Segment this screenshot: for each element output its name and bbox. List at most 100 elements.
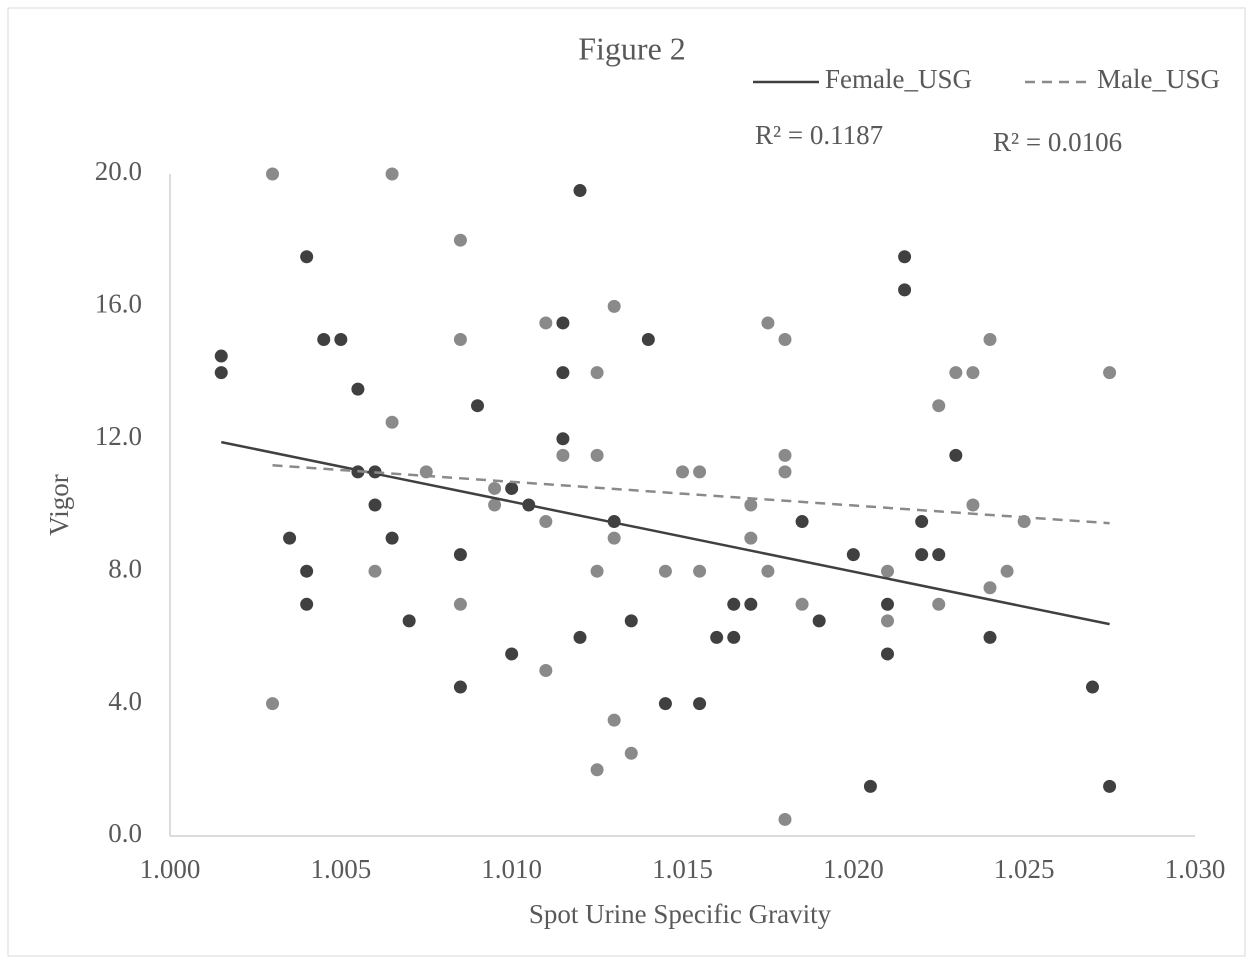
point [283, 531, 297, 545]
point [505, 481, 519, 495]
y-tick-label: 0.0 [108, 818, 142, 848]
point [812, 614, 826, 628]
point [658, 697, 672, 711]
point [1103, 366, 1117, 380]
point [556, 316, 570, 330]
r2-annotation: R² = 0.1187 [755, 120, 883, 150]
point [778, 448, 792, 462]
point [676, 465, 689, 479]
point [266, 167, 279, 181]
point [573, 630, 587, 644]
point [607, 713, 621, 727]
point [932, 399, 946, 413]
point [488, 498, 502, 512]
point [590, 448, 604, 462]
point [624, 746, 638, 760]
point [317, 333, 331, 346]
point [898, 250, 912, 264]
point [539, 515, 553, 529]
x-tick-label: 1.000 [140, 854, 201, 884]
y-tick-label: 16.0 [95, 289, 142, 319]
point [368, 498, 382, 512]
point [949, 366, 963, 380]
y-tick-label: 20.0 [95, 156, 142, 186]
point [966, 498, 980, 512]
point [983, 333, 997, 346]
point [915, 515, 929, 529]
point [539, 664, 553, 677]
point [590, 366, 604, 380]
point [658, 564, 672, 578]
trendline [272, 464, 1110, 525]
point [590, 564, 604, 578]
y-tick-label: 4.0 [108, 686, 142, 716]
x-tick-label: 1.030 [1165, 854, 1226, 884]
point [471, 399, 484, 413]
point [556, 448, 570, 462]
point [368, 564, 382, 578]
point [385, 415, 399, 429]
chart-title: Figure 2 [578, 30, 686, 66]
point [863, 779, 877, 793]
legend-label: Female_USG [825, 64, 972, 94]
point [488, 481, 502, 495]
point [300, 250, 314, 264]
point [556, 366, 570, 380]
point [949, 448, 963, 462]
y-axis-label: Vigor [44, 474, 74, 535]
point [453, 680, 467, 694]
point [693, 465, 707, 479]
point [453, 333, 467, 346]
r2-annotation: R² = 0.0106 [993, 127, 1122, 157]
point [881, 597, 894, 611]
point [881, 564, 894, 578]
point [932, 548, 946, 562]
point [761, 564, 775, 578]
point [898, 283, 912, 297]
x-tick-label: 1.025 [994, 854, 1055, 884]
point [453, 548, 467, 562]
point [351, 382, 365, 396]
point [300, 597, 314, 611]
point [556, 432, 570, 446]
point [727, 630, 741, 644]
x-tick-label: 1.010 [481, 854, 542, 884]
point [881, 647, 894, 661]
point [778, 333, 792, 346]
point [881, 614, 894, 628]
point [505, 647, 519, 661]
point [1000, 564, 1014, 578]
point [983, 581, 997, 595]
point [727, 597, 741, 611]
y-tick-label: 12.0 [95, 421, 142, 451]
point [539, 316, 553, 330]
trendline [220, 440, 1110, 626]
point [710, 630, 724, 644]
point [693, 697, 707, 711]
point [1086, 680, 1099, 694]
point [266, 697, 279, 711]
x-axis-label: Spot Urine Specific Gravity [529, 899, 832, 929]
point [778, 812, 792, 826]
point [915, 548, 929, 562]
point [846, 548, 860, 562]
point [744, 531, 758, 545]
point [607, 531, 621, 545]
legend-label: Male_USG [1097, 64, 1220, 94]
x-tick-label: 1.005 [310, 854, 371, 884]
x-tick-label: 1.015 [652, 854, 713, 884]
y-tick-label: 8.0 [108, 553, 142, 583]
point [795, 515, 809, 529]
point [573, 184, 587, 198]
point [385, 531, 399, 545]
point [214, 366, 228, 380]
point [983, 630, 997, 644]
point [590, 763, 604, 777]
point [966, 366, 980, 380]
point [1103, 779, 1117, 793]
point [744, 498, 758, 512]
point [693, 564, 707, 578]
point [402, 614, 416, 628]
point [214, 349, 228, 363]
